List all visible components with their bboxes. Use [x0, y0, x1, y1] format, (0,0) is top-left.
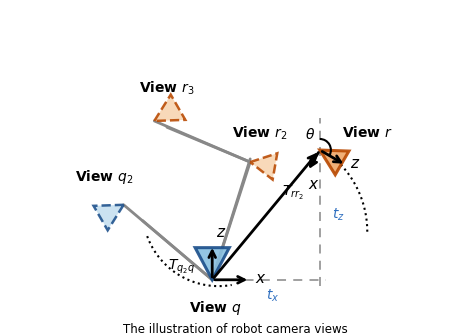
Polygon shape: [94, 205, 124, 230]
Text: $t_z$: $t_z$: [332, 207, 345, 223]
Text: $z$: $z$: [350, 156, 360, 171]
Polygon shape: [195, 248, 229, 280]
Text: View $q$: View $q$: [189, 299, 242, 317]
Text: $\theta$: $\theta$: [305, 127, 315, 142]
Text: $t_x$: $t_x$: [266, 288, 279, 304]
Text: The illustration of robot camera views: The illustration of robot camera views: [123, 324, 347, 336]
Text: View $r_2$: View $r_2$: [232, 124, 288, 141]
Polygon shape: [154, 95, 185, 121]
Polygon shape: [250, 153, 277, 180]
Text: $T_{rr_2}$: $T_{rr_2}$: [282, 184, 304, 202]
Polygon shape: [320, 150, 349, 175]
Text: View $q_2$: View $q_2$: [75, 168, 134, 186]
Text: $x$: $x$: [255, 271, 266, 286]
Text: $z$: $z$: [216, 225, 227, 240]
Text: View $r_3$: View $r_3$: [139, 80, 195, 97]
Text: $x$: $x$: [308, 177, 320, 192]
Text: View $r$: View $r$: [342, 125, 393, 140]
Text: $T_{q_2q}$: $T_{q_2q}$: [168, 258, 195, 276]
